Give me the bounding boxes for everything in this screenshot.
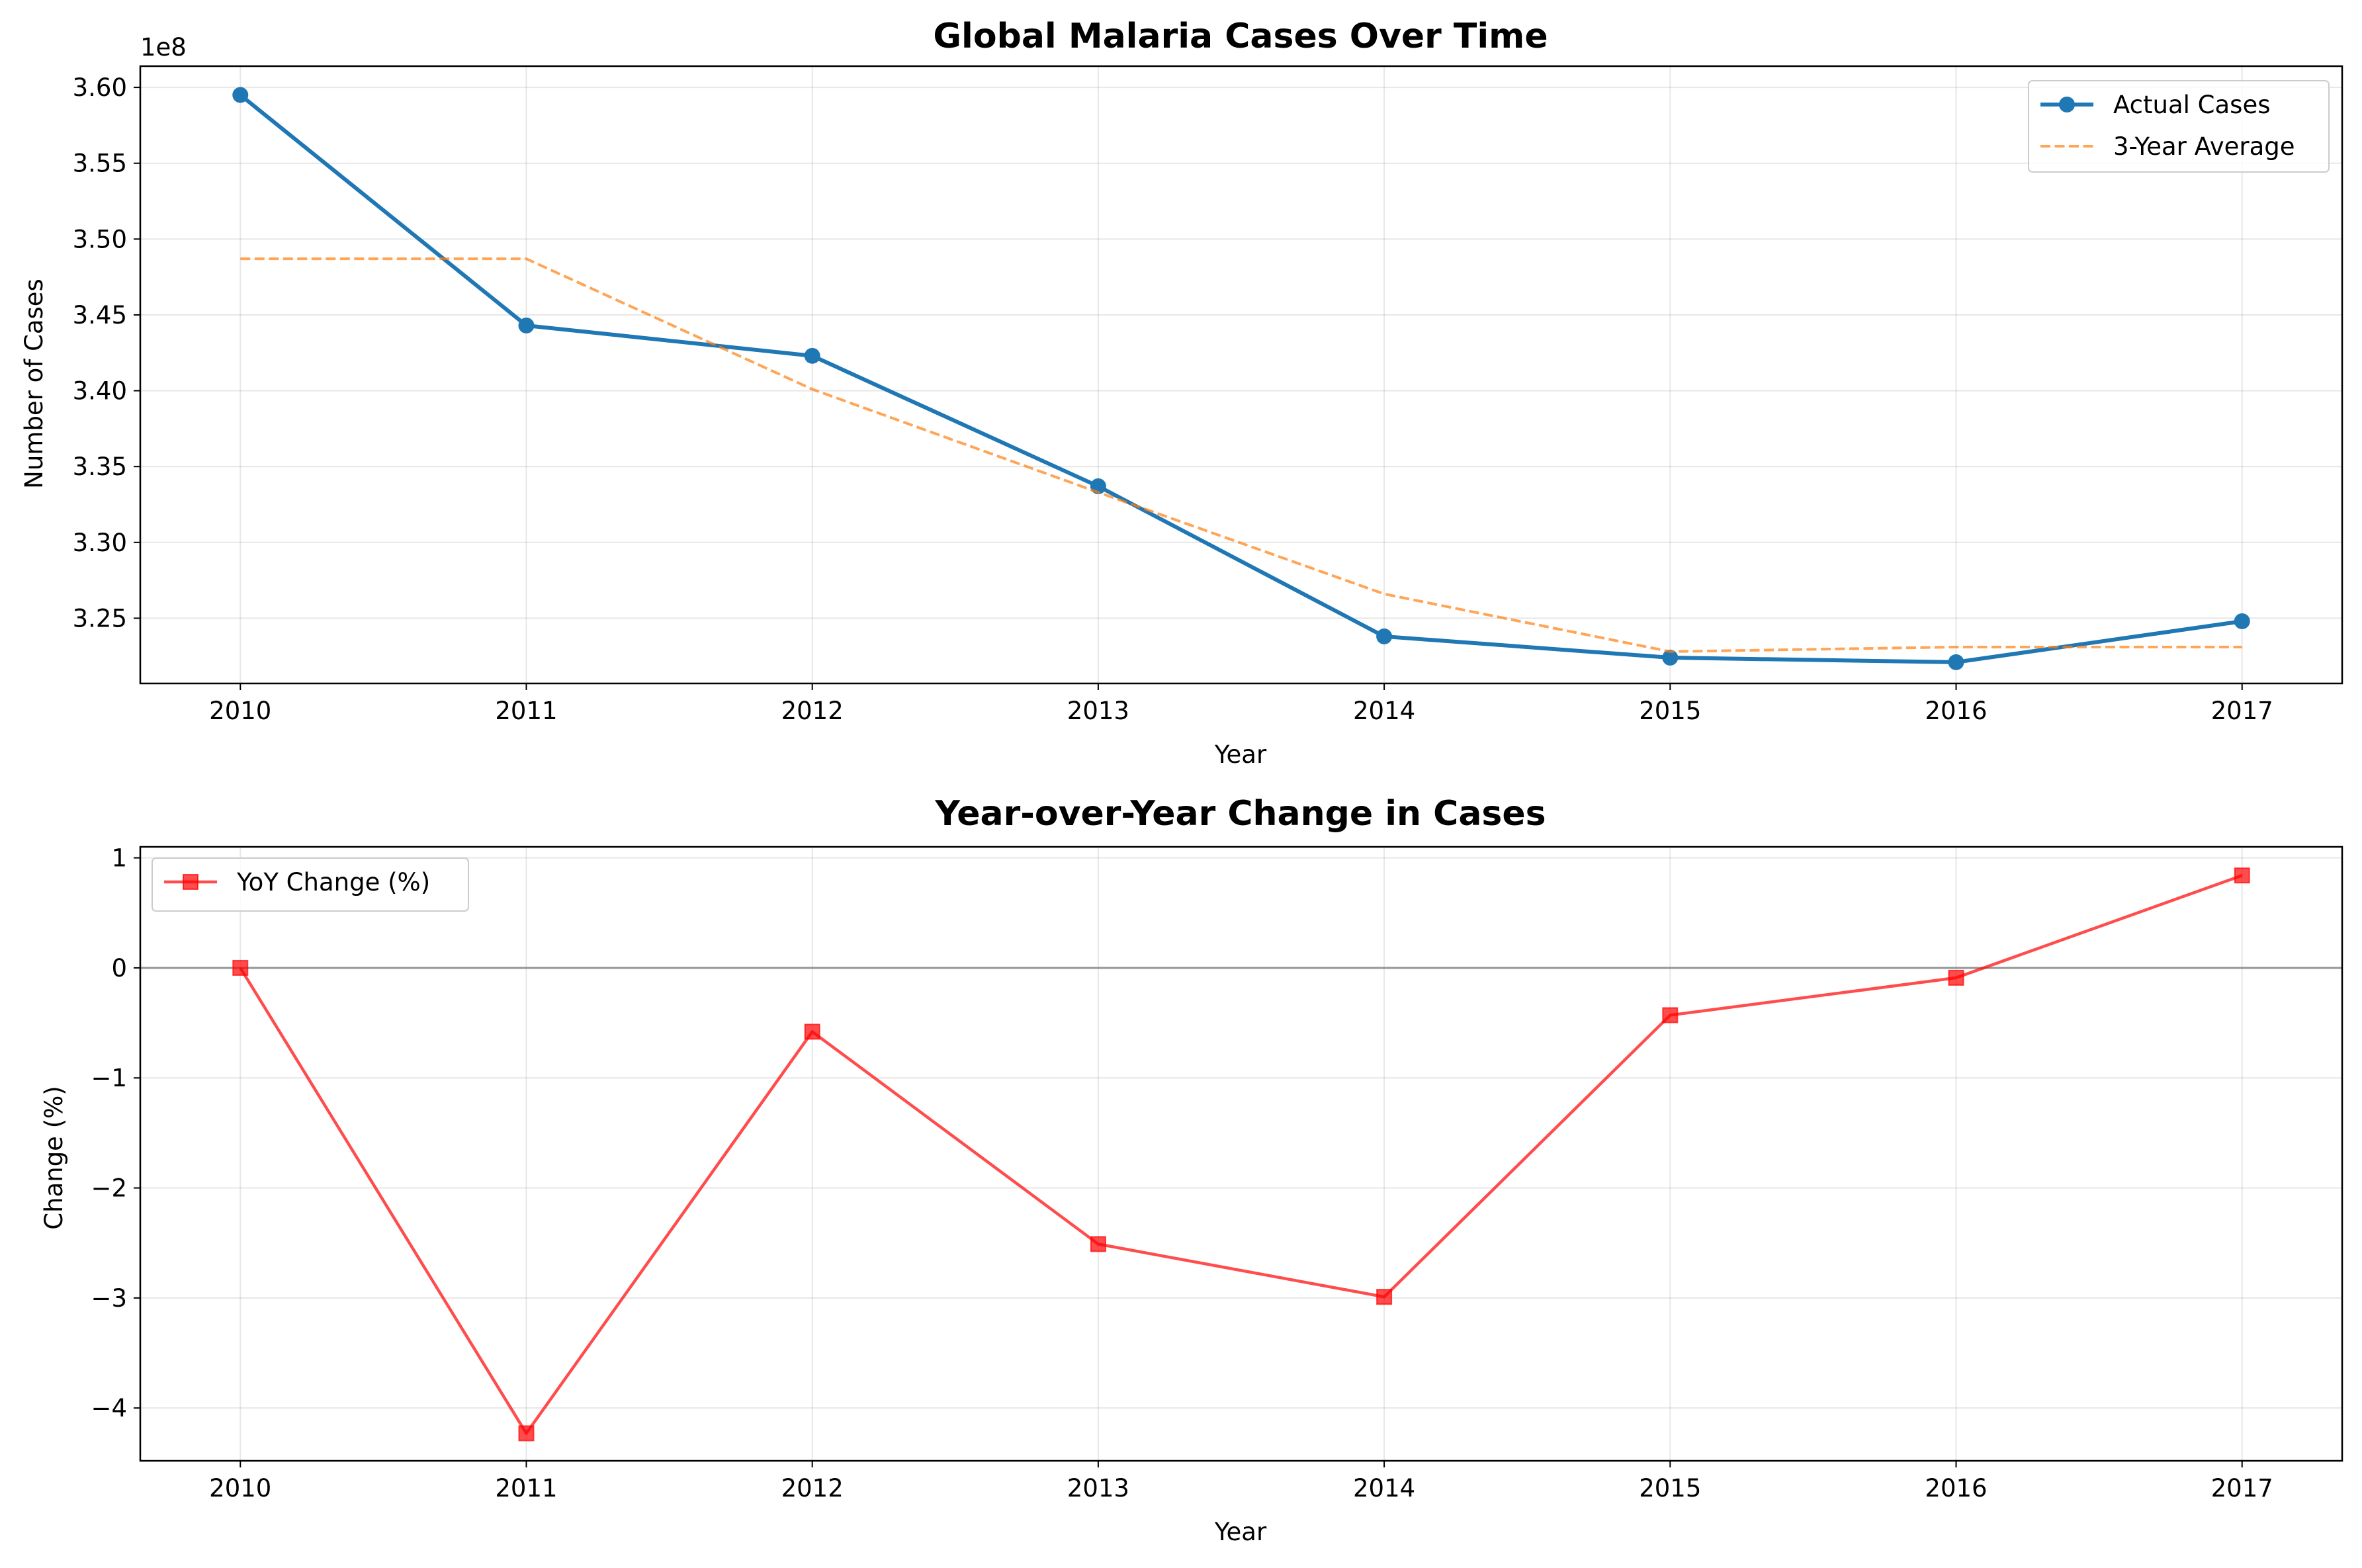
y-tick-label: 3.60 [73,73,127,102]
x-tick-label: 2011 [495,697,557,725]
data-point [1376,1289,1393,1305]
legend: Actual Cases 3-Year Average [2028,80,2330,173]
chart-title: Global Malaria Cases Over Time [933,17,1548,56]
y-tick-label: 0 [111,954,127,982]
x-tick-label: 2017 [2211,697,2273,725]
series-line [239,93,2243,664]
y-offset-label: 1e8 [140,33,187,62]
y-tick-label: 3.30 [73,529,127,557]
x-tick-label: 2010 [209,1474,271,1503]
data-point [232,87,249,103]
x-tick-label: 2013 [1067,697,1129,725]
data-point [518,1425,535,1442]
data-point [1090,1236,1106,1252]
x-tick-label: 2015 [1639,1474,1701,1503]
y-axis-ticks: −4 −3 −2 −1 0 1 [91,844,140,1422]
x-tick-label: 2015 [1639,697,1701,725]
x-tick-label: 2014 [1353,697,1415,725]
yoy-change-chart: Year-over-Year Change in Cases Year Chan… [40,794,2343,1546]
y-tick-label: −4 [91,1394,127,1422]
x-axis-ticks: 2010 2011 2012 2013 2014 2015 2016 2017 [209,1461,2273,1503]
x-axis-label: Year [1214,1518,1267,1546]
data-point [1662,1007,1679,1024]
y-tick-label: 3.55 [73,150,127,178]
y-axis-label: Number of Cases [20,279,48,489]
x-axis-label: Year [1214,740,1267,769]
data-point [2234,613,2250,630]
x-tick-label: 2012 [781,697,844,725]
x-tick-label: 2016 [1925,1474,1987,1503]
y-axis-label: Change (%) [40,1086,68,1229]
series-line [240,257,2242,653]
y-axis-ticks: 3.25 3.30 3.35 3.40 3.45 3.50 3.55 3.60 [73,73,140,632]
legend: YoY Change (%) [152,857,469,912]
chart-title: Year-over-Year Change in Cases [934,794,1546,834]
legend-label: Actual Cases [2113,91,2271,119]
series-actual-cases [232,87,2250,670]
x-tick-label: 2010 [209,697,271,725]
legend-label: YoY Change (%) [236,868,430,896]
y-tick-label: 3.50 [73,225,127,253]
data-point [518,317,535,333]
x-tick-label: 2013 [1067,1474,1129,1503]
legend-label: 3-Year Average [2113,132,2295,161]
data-point [2234,867,2250,884]
y-tick-label: −2 [91,1174,127,1203]
y-tick-label: 3.45 [73,301,127,329]
data-point [804,1024,820,1040]
x-tick-label: 2016 [1925,697,1987,725]
x-tick-label: 2012 [781,1474,844,1503]
x-tick-label: 2014 [1353,1474,1415,1503]
axes-frame [139,65,2343,685]
legend-marker [183,874,198,890]
series-3-year-average [240,257,2242,653]
legend-box [152,857,469,912]
y-tick-label: 3.25 [73,604,127,632]
x-tick-label: 2017 [2211,1474,2273,1503]
x-axis-ticks: 2010 2011 2012 2013 2014 2015 2016 2017 [209,683,2273,725]
y-tick-label: 3.35 [73,453,127,481]
data-point [1948,969,1964,986]
data-point [1662,650,1679,666]
grid [140,66,2342,683]
legend-box [2028,80,2330,173]
cases-chart: Global Malaria Cases Over Time 1e8 Year … [20,17,2343,769]
data-point [1948,654,1964,670]
series-line [239,874,2243,1435]
data-point [232,959,249,976]
y-tick-label: 1 [111,844,127,873]
y-tick-label: 3.40 [73,377,127,406]
legend-marker [2059,97,2075,112]
data-point [1376,628,1393,644]
axes-frame [139,846,2343,1462]
series-yoy-change [232,867,2250,1442]
y-tick-label: −1 [91,1064,127,1092]
y-tick-label: −3 [91,1284,127,1313]
data-point [804,347,820,364]
x-tick-label: 2011 [495,1474,557,1503]
